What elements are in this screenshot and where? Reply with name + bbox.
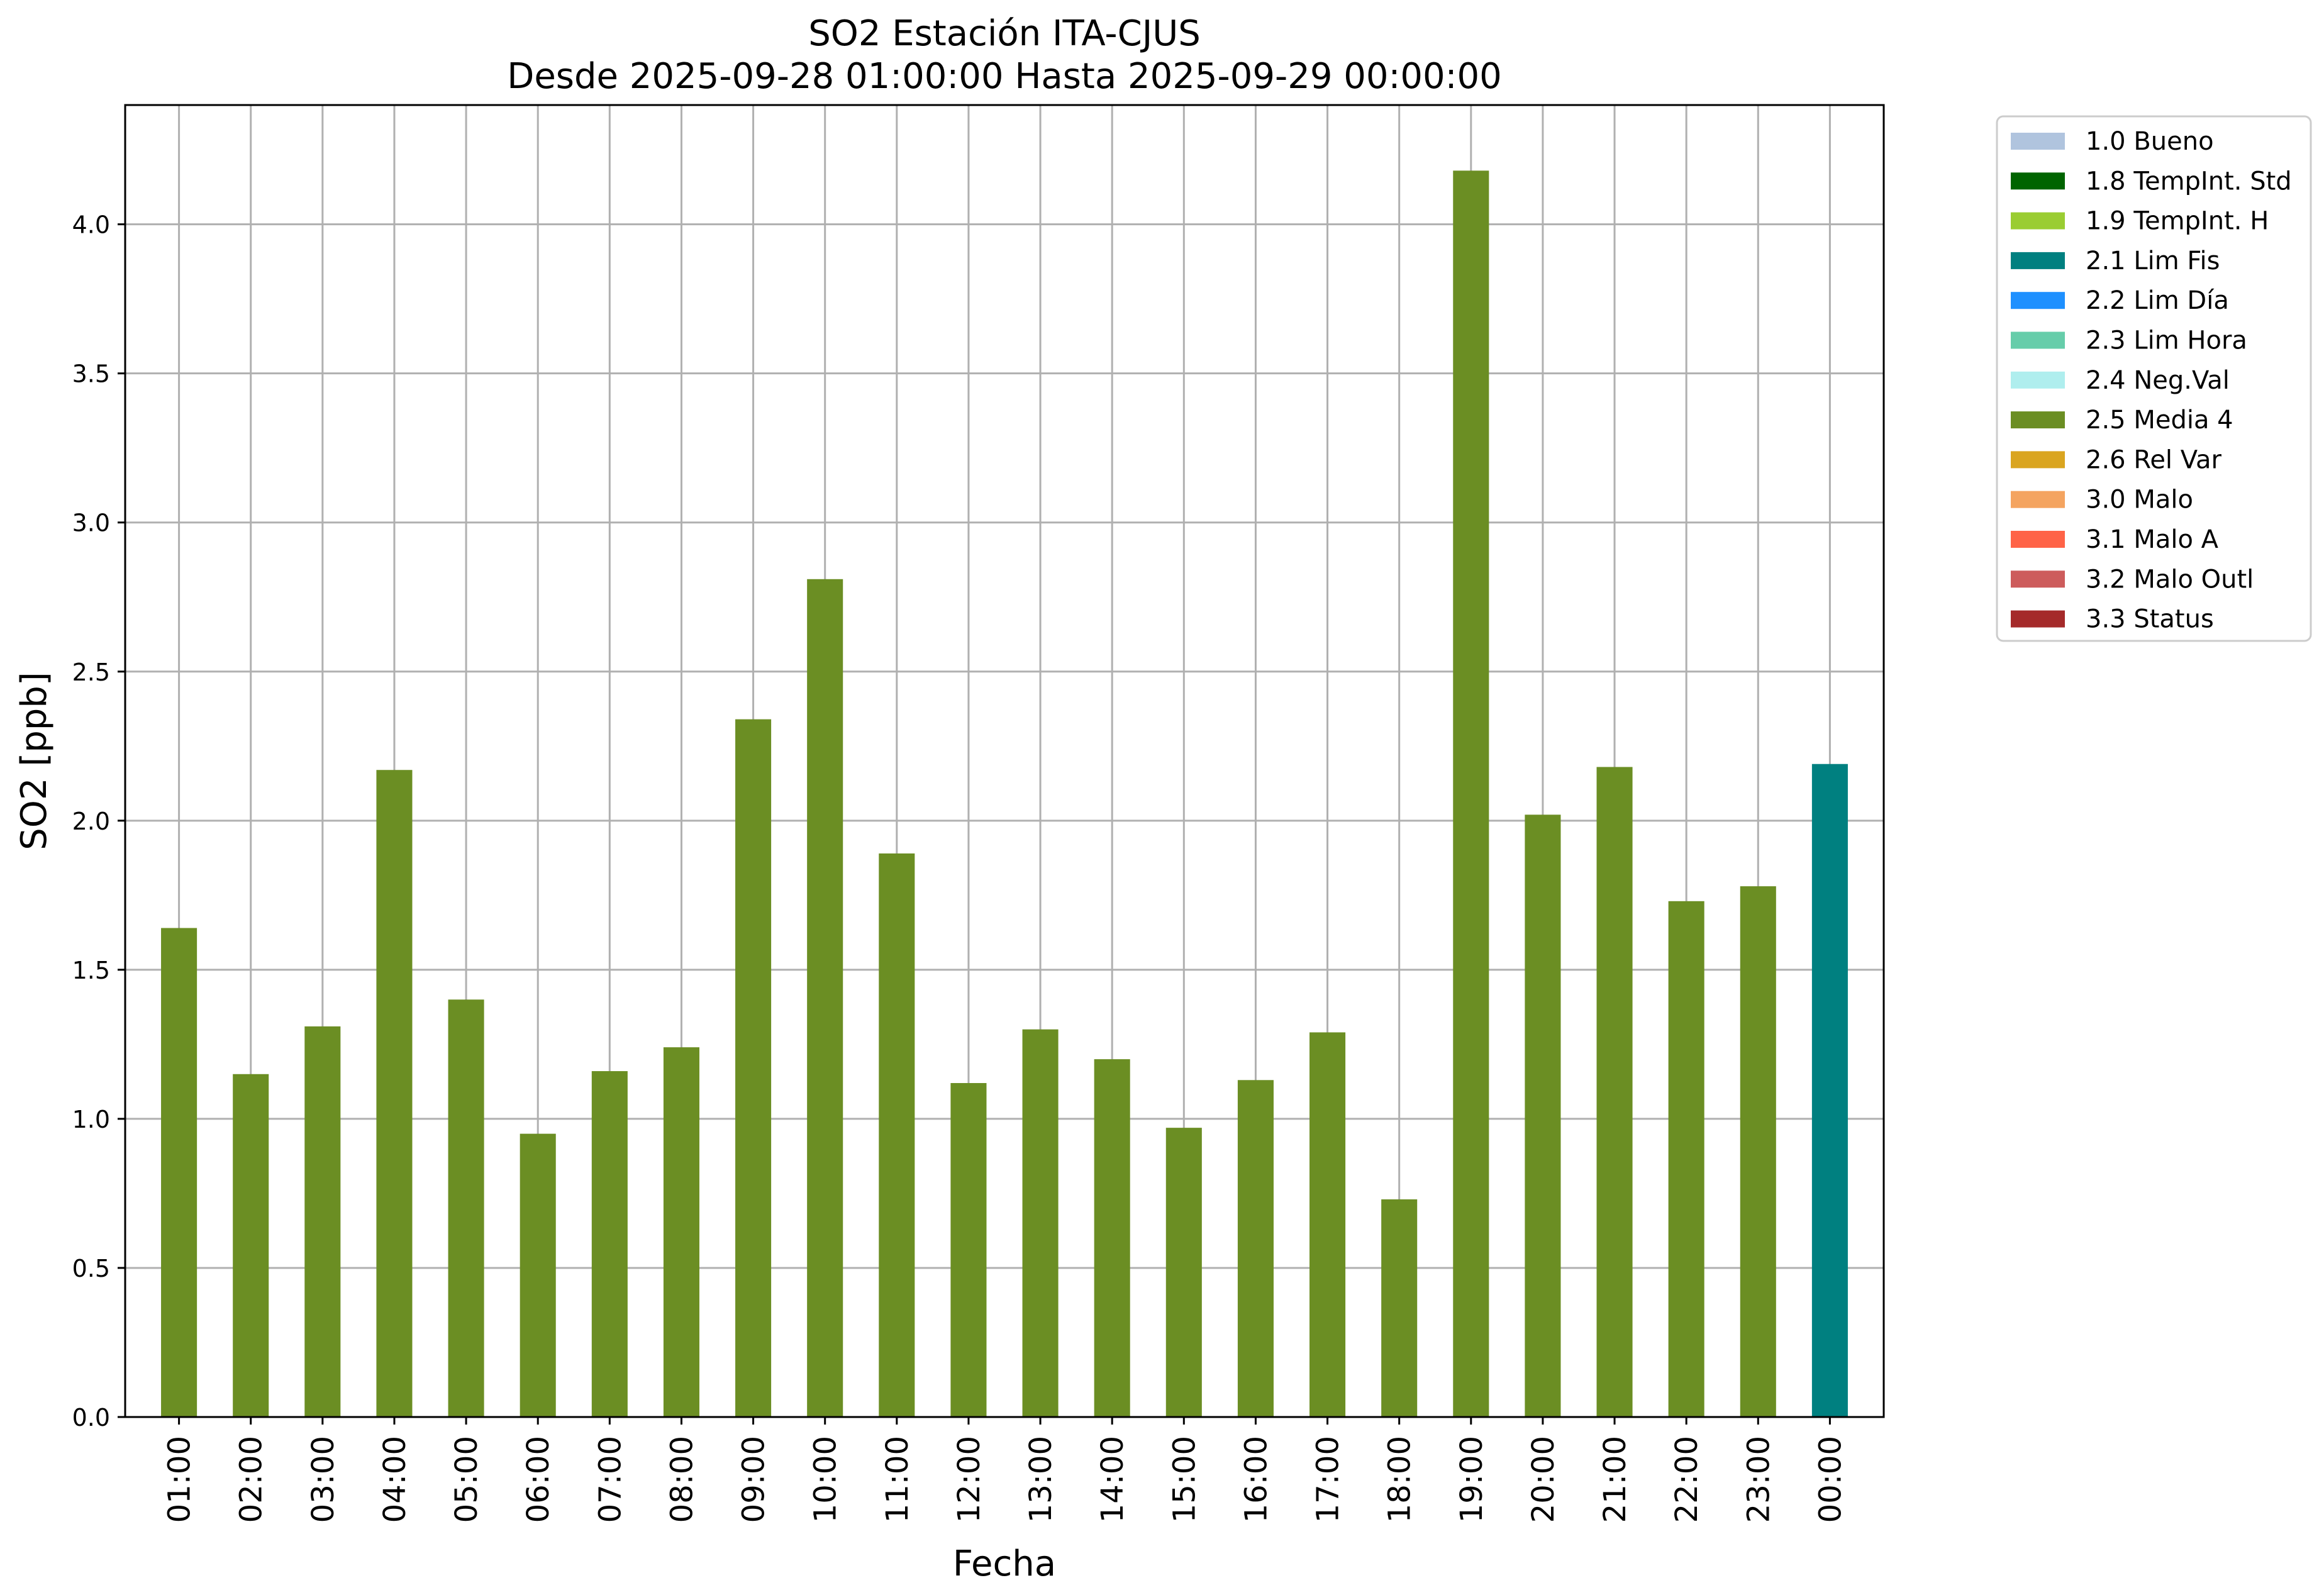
x-tick-label: 16:00 <box>1238 1436 1274 1523</box>
chart-title: SO2 Estación ITA-CJUS <box>808 13 1201 54</box>
x-tick-label: 19:00 <box>1454 1436 1489 1523</box>
bar-0300 <box>304 1026 341 1417</box>
legend: 1.0 Bueno 1.8 TempInt. Std 1.9 TempInt. H 2… <box>1996 115 2312 642</box>
x-tick-label: 10:00 <box>808 1436 843 1523</box>
legend-label: 3.3 Status <box>2086 605 2214 634</box>
legend-label: 2.4 Neg.Val <box>2086 366 2230 395</box>
x-tick-label: 04:00 <box>377 1436 413 1523</box>
x-tick-label: 17:00 <box>1311 1436 1346 1523</box>
legend-label: 1.8 TempInt. Std <box>2086 167 2292 196</box>
x-tick-label: 09:00 <box>737 1436 772 1523</box>
x-tick-label: 02:00 <box>234 1436 269 1523</box>
legend-label: 2.6 Rel Var <box>2086 445 2222 474</box>
legend-swatch <box>2011 292 2065 309</box>
bar-1800 <box>1381 1199 1418 1417</box>
bar-0500 <box>448 999 484 1417</box>
legend-swatch <box>2011 491 2065 508</box>
x-tick-label: 00:00 <box>1813 1436 1848 1523</box>
bar-2000 <box>1525 814 1561 1417</box>
x-tick-label: 06:00 <box>521 1436 556 1523</box>
legend-swatch <box>2011 531 2065 548</box>
x-tick-label: 03:00 <box>306 1436 341 1523</box>
x-tick-label: 14:00 <box>1095 1436 1130 1523</box>
legend-swatch <box>2011 570 2065 588</box>
bar-1200 <box>950 1083 987 1417</box>
bar-0100 <box>161 928 197 1417</box>
legend-swatch <box>2011 610 2065 628</box>
bar-1100 <box>879 853 915 1417</box>
bar-1700 <box>1309 1032 1346 1417</box>
y-tick-label: 1.5 <box>72 957 110 984</box>
y-tick-label: 2.0 <box>72 808 110 835</box>
legend-swatch <box>2011 451 2065 469</box>
legend-label: 1.0 Bueno <box>2086 127 2214 156</box>
x-axis-label: Fecha <box>953 1543 1056 1584</box>
x-axis-ticks: 01:00 02:00 03:00 04:00 05:00 06:00 07:00 08:00… <box>162 1417 1848 1523</box>
y-tick-label: 0.5 <box>72 1255 110 1282</box>
legend-label: 2.1 Lim Fis <box>2086 247 2220 275</box>
y-tick-label: 3.0 <box>72 509 110 537</box>
legend-label: 3.2 Malo Outl <box>2086 565 2254 594</box>
x-tick-label: 13:00 <box>1023 1436 1059 1523</box>
x-tick-label: 08:00 <box>664 1436 699 1523</box>
bar-0700 <box>591 1071 628 1417</box>
legend-label: 2.3 Lim Hora <box>2086 326 2247 355</box>
bar-0900 <box>735 719 772 1417</box>
x-tick-label: 05:00 <box>449 1436 484 1523</box>
legend-swatch <box>2011 133 2065 150</box>
legend-frame <box>1996 115 2312 642</box>
x-tick-label: 20:00 <box>1526 1436 1561 1523</box>
bar-1900 <box>1453 170 1489 1417</box>
bar-0000 <box>1811 764 1848 1417</box>
legend-swatch <box>2011 252 2065 269</box>
legend-label: 1.9 TempInt. H <box>2086 207 2269 236</box>
y-tick-label: 2.5 <box>72 659 110 686</box>
legend-label: 3.0 Malo <box>2086 486 2193 514</box>
x-tick-label: 12:00 <box>952 1436 987 1523</box>
bars <box>161 170 1848 1417</box>
bar-1300 <box>1022 1029 1059 1417</box>
bar-2200 <box>1668 901 1704 1417</box>
legend-label: 2.5 Media 4 <box>2086 406 2233 435</box>
chart-subtitle: Desde 2025-09-28 01:00:00 Hasta 2025-09-… <box>507 56 1502 97</box>
y-axis-ticks: 0.0 0.5 1.0 1.5 2.0 2.5 3.0 3.5 4.0 <box>72 211 125 1431</box>
bar-1500 <box>1165 1128 1202 1417</box>
bar-0200 <box>233 1074 269 1417</box>
x-tick-label: 18:00 <box>1382 1436 1418 1523</box>
legend-swatch <box>2011 411 2065 429</box>
bar-0400 <box>376 770 413 1417</box>
plot-frame <box>124 104 1885 1418</box>
bar-1000 <box>807 579 843 1417</box>
bar-0600 <box>520 1133 556 1417</box>
bar-2100 <box>1596 767 1633 1417</box>
x-tick-label: 07:00 <box>592 1436 628 1523</box>
x-tick-label: 11:00 <box>880 1436 915 1523</box>
legend-swatch <box>2011 331 2065 349</box>
x-tick-label: 21:00 <box>1598 1436 1633 1523</box>
x-tick-label: 22:00 <box>1669 1436 1704 1523</box>
x-tick-label: 23:00 <box>1741 1436 1776 1523</box>
bar-0800 <box>663 1047 699 1417</box>
bar-2300 <box>1740 886 1776 1417</box>
y-tick-label: 0.0 <box>72 1404 110 1431</box>
legend-label: 3.1 Malo A <box>2086 525 2219 554</box>
y-tick-label: 3.5 <box>72 360 110 388</box>
x-tick-label: 15:00 <box>1167 1436 1202 1523</box>
x-tick-label: 01:00 <box>162 1436 197 1523</box>
legend-label: 2.2 Lim Día <box>2086 286 2229 315</box>
legend-swatch <box>2011 371 2065 389</box>
y-tick-label: 4.0 <box>72 211 110 239</box>
y-axis-label: SO2 [ppb] <box>14 672 55 850</box>
bar-1400 <box>1094 1059 1130 1417</box>
bar-1600 <box>1237 1080 1274 1417</box>
legend-swatch <box>2011 212 2065 230</box>
y-tick-label: 1.0 <box>72 1106 110 1133</box>
legend-swatch <box>2011 172 2065 190</box>
